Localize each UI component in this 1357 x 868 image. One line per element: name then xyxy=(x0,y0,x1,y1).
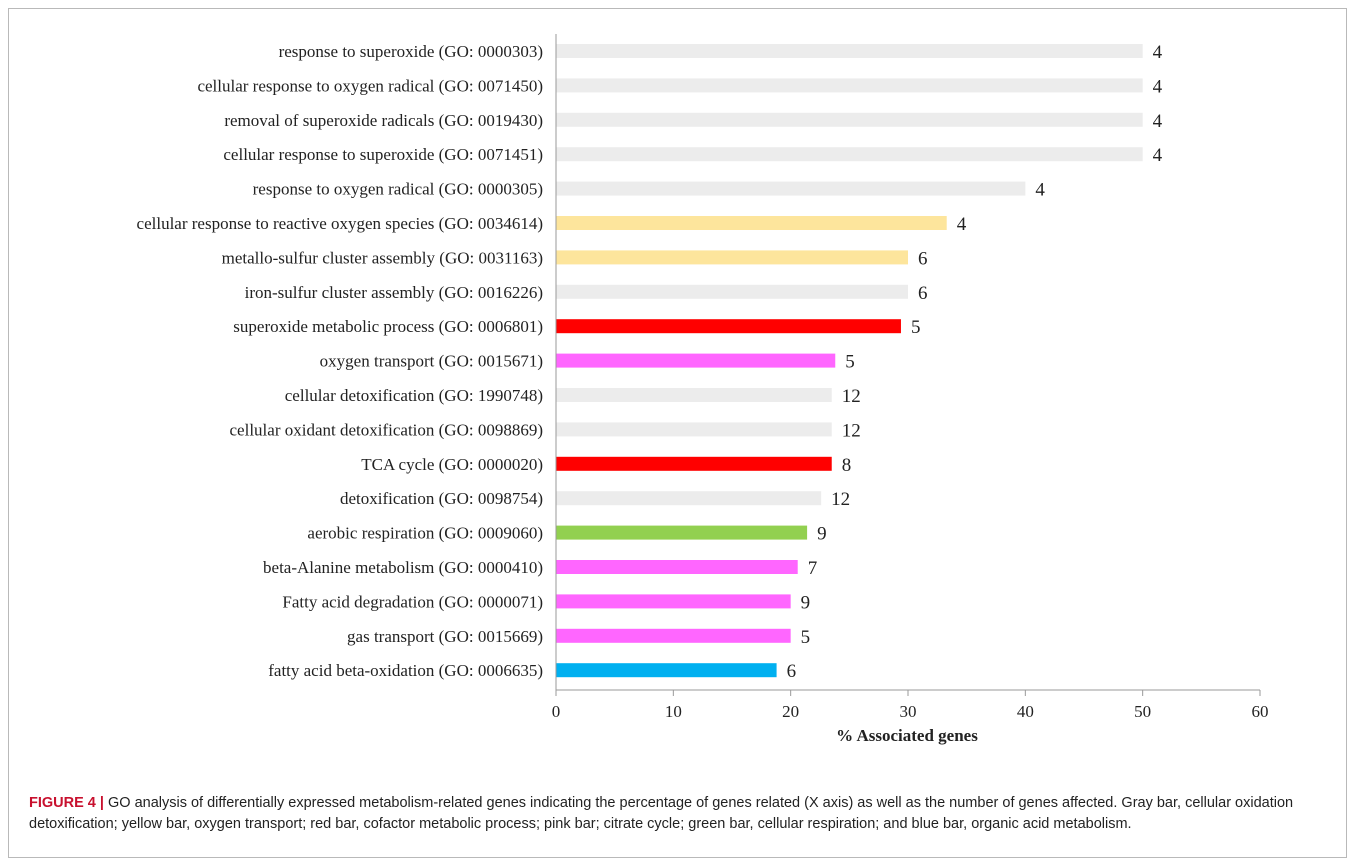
gene-count-label-14: 9 xyxy=(817,524,827,545)
bar-9 xyxy=(556,353,836,368)
bar-14 xyxy=(556,525,808,540)
gene-count-label-13: 12 xyxy=(831,489,850,510)
gene-count-label-4: 4 xyxy=(1035,180,1045,201)
gene-count-label-17: 5 xyxy=(801,627,811,648)
x-tick-label-0: 0 xyxy=(552,702,561,721)
gene-count-label-18: 6 xyxy=(787,661,797,682)
bar-16 xyxy=(556,594,791,609)
gene-count-label-9: 5 xyxy=(845,352,855,373)
category-label-6: metallo-sulfur cluster assembly (GO: 003… xyxy=(222,248,543,267)
gene-count-label-2: 4 xyxy=(1153,111,1163,132)
bar-13 xyxy=(556,491,822,506)
gene-count-label-6: 6 xyxy=(918,248,928,269)
bar-4 xyxy=(556,181,1026,196)
bar-1 xyxy=(556,78,1143,93)
caption-text: GO analysis of differentially expressed … xyxy=(29,795,1294,832)
category-label-18: fatty acid beta-oxidation (GO: 0006635) xyxy=(268,661,543,680)
category-label-2: removal of superoxide radicals (GO: 0019… xyxy=(224,111,543,130)
x-tick-label-5: 50 xyxy=(1134,702,1151,721)
category-label-5: cellular response to reactive oxygen spe… xyxy=(137,214,543,233)
bar-7 xyxy=(556,284,908,299)
go-bar-chart: response to superoxide (GO: 0000303) 4 cel… xyxy=(137,34,1269,745)
bar-3 xyxy=(556,147,1143,162)
bar-10 xyxy=(556,388,832,402)
category-label-17: gas transport (GO: 0015669) xyxy=(347,627,543,646)
bar-0 xyxy=(556,44,1143,58)
gene-count-label-11: 12 xyxy=(842,420,861,441)
category-label-15: beta-Alanine metabolism (GO: 0000410) xyxy=(263,558,543,577)
gene-count-label-15: 7 xyxy=(808,558,818,579)
x-axis-title: % Associated genes xyxy=(836,726,978,745)
gene-count-label-12: 8 xyxy=(842,455,852,476)
category-label-9: oxygen transport (GO: 0015671) xyxy=(320,352,543,371)
x-tick-label-2: 20 xyxy=(782,702,799,721)
category-label-11: cellular oxidant detoxification (GO: 009… xyxy=(230,420,543,439)
category-label-7: iron-sulfur cluster assembly (GO: 001622… xyxy=(245,283,543,302)
bar-18 xyxy=(556,663,777,678)
x-tick-label-6: 60 xyxy=(1252,702,1269,721)
bar-8 xyxy=(556,319,901,334)
bar-15 xyxy=(556,560,798,574)
category-label-0: response to superoxide (GO: 0000303) xyxy=(279,42,543,61)
category-label-13: detoxification (GO: 0098754) xyxy=(340,489,543,508)
bar-11 xyxy=(556,422,832,437)
gene-count-label-3: 4 xyxy=(1153,145,1163,166)
bar-12 xyxy=(556,456,832,471)
gene-count-label-7: 6 xyxy=(918,283,928,304)
x-tick-label-4: 40 xyxy=(1017,702,1034,721)
gene-count-label-10: 12 xyxy=(842,386,861,407)
bar-2 xyxy=(556,112,1143,127)
x-tick-label-1: 10 xyxy=(665,702,682,721)
category-label-3: cellular response to superoxide (GO: 007… xyxy=(223,145,543,164)
figure-frame: response to superoxide (GO: 0000303) 4 cel… xyxy=(8,8,1347,858)
category-label-10: cellular detoxification (GO: 1990748) xyxy=(285,386,543,405)
gene-count-label-0: 4 xyxy=(1153,42,1163,63)
bar-6 xyxy=(556,250,908,265)
gene-count-label-16: 9 xyxy=(801,592,811,613)
figure-caption: FIGURE 4 | GO analysis of differentially… xyxy=(29,793,1344,835)
gene-count-label-1: 4 xyxy=(1153,76,1163,97)
category-label-16: Fatty acid degradation (GO: 0000071) xyxy=(282,592,543,611)
caption-label: FIGURE 4 | xyxy=(29,795,104,811)
bar-17 xyxy=(556,628,791,643)
category-label-14: aerobic respiration (GO: 0009060) xyxy=(307,524,543,543)
category-label-4: response to oxygen radical (GO: 0000305) xyxy=(253,180,543,199)
bar-5 xyxy=(556,216,947,230)
category-label-8: superoxide metabolic process (GO: 000680… xyxy=(233,317,543,336)
gene-count-label-8: 5 xyxy=(911,317,921,338)
x-tick-label-3: 30 xyxy=(900,702,917,721)
category-label-12: TCA cycle (GO: 0000020) xyxy=(361,455,543,474)
gene-count-label-5: 4 xyxy=(957,214,967,235)
category-label-1: cellular response to oxygen radical (GO:… xyxy=(197,76,543,95)
